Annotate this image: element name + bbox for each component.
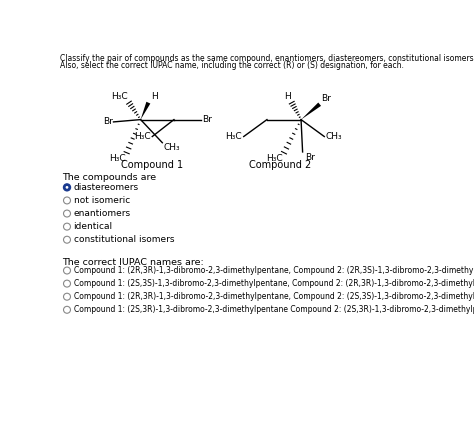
- Text: Also, select the correct IUPAC name, including the correct (R) or (S) designatio: Also, select the correct IUPAC name, inc…: [60, 61, 404, 70]
- Text: The compounds are: The compounds are: [63, 174, 156, 182]
- Text: H₃C: H₃C: [134, 132, 151, 141]
- Circle shape: [64, 280, 71, 287]
- Circle shape: [64, 197, 71, 204]
- Text: H₃C: H₃C: [266, 154, 283, 163]
- Text: identical: identical: [73, 222, 113, 231]
- Text: not isomeric: not isomeric: [73, 196, 130, 205]
- Text: Compound 1: (2S,3S)-1,3-dibromo-2,3-dimethylpentane, Compound 2: (2R,3R)-1,3-dib: Compound 1: (2S,3S)-1,3-dibromo-2,3-dime…: [73, 279, 474, 288]
- Circle shape: [64, 184, 71, 191]
- Text: Compound 1: (2S,3R)-1,3-dibromo-2,3-dimethylpentane Compound 2: (2S,3R)-1,3-dibr: Compound 1: (2S,3R)-1,3-dibromo-2,3-dime…: [73, 305, 474, 314]
- Text: Br: Br: [305, 152, 315, 162]
- Text: Br: Br: [103, 118, 113, 127]
- Circle shape: [64, 267, 71, 274]
- Circle shape: [64, 306, 71, 313]
- Polygon shape: [301, 102, 321, 120]
- Text: H: H: [151, 92, 157, 101]
- Text: H₃C: H₃C: [109, 154, 126, 163]
- Circle shape: [65, 186, 68, 189]
- Text: Compound 1: (2R,3R)-1,3-dibromo-2,3-dimethylpentane, Compound 2: (2R,3S)-1,3-dib: Compound 1: (2R,3R)-1,3-dibromo-2,3-dime…: [73, 266, 474, 275]
- Circle shape: [64, 293, 71, 300]
- Text: Compound 2: Compound 2: [249, 160, 311, 170]
- Text: Compound 1: (2R,3R)-1,3-dibromo-2,3-dimethylpentane, Compound 2: (2S,3S)-1,3-dib: Compound 1: (2R,3R)-1,3-dibromo-2,3-dime…: [73, 292, 474, 301]
- Text: H: H: [284, 92, 291, 101]
- Text: CH₃: CH₃: [163, 143, 180, 152]
- Circle shape: [64, 210, 71, 217]
- Polygon shape: [141, 102, 150, 120]
- Text: The correct IUPAC names are:: The correct IUPAC names are:: [63, 258, 204, 267]
- Text: Br: Br: [321, 95, 331, 103]
- Text: H₃C: H₃C: [111, 92, 128, 101]
- Text: diastereomers: diastereomers: [73, 183, 139, 192]
- Text: Br: Br: [202, 115, 212, 124]
- Text: Classify the pair of compounds as the same compound, enantiomers, diastereomers,: Classify the pair of compounds as the sa…: [60, 54, 474, 63]
- Text: H₃C: H₃C: [226, 132, 242, 141]
- Circle shape: [64, 223, 71, 230]
- Text: Compound 1: Compound 1: [121, 160, 183, 170]
- Circle shape: [64, 236, 71, 243]
- Text: constitutional isomers: constitutional isomers: [73, 235, 174, 244]
- Text: enantiomers: enantiomers: [73, 209, 131, 218]
- Text: CH₃: CH₃: [325, 132, 342, 141]
